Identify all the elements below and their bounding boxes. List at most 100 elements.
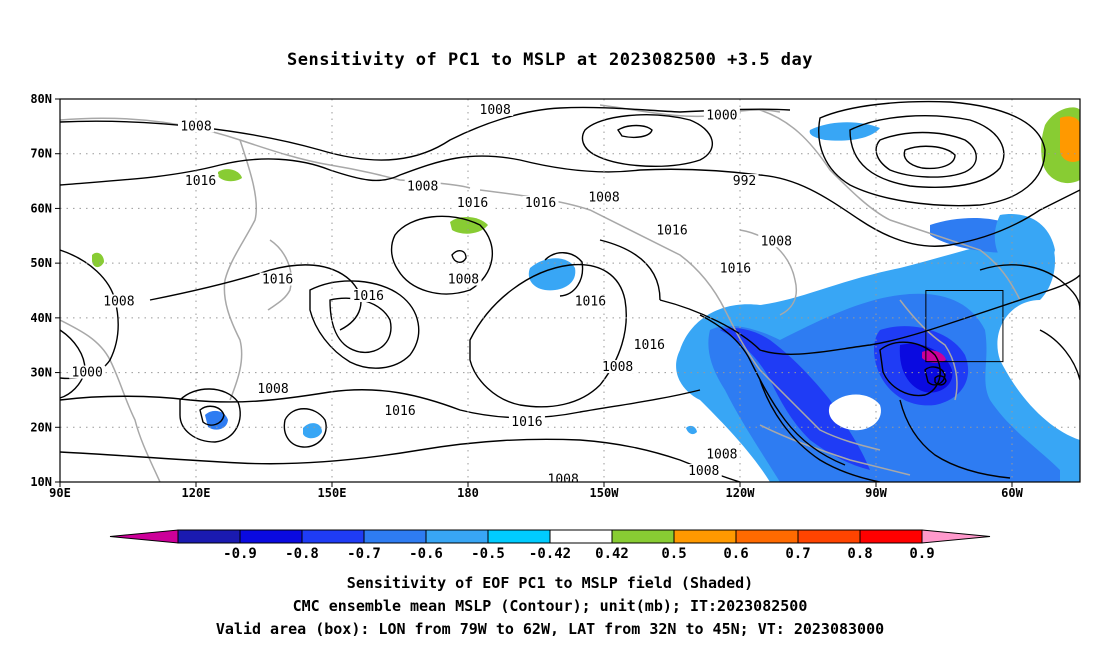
colorbar-segment — [177, 529, 241, 544]
lat-tick-label: 70N — [30, 147, 52, 161]
contour-label-bg — [454, 195, 491, 209]
shade-white-hole — [828, 394, 881, 431]
contour-label: 1016 — [575, 294, 606, 309]
contour-label: 1008 — [548, 472, 579, 487]
colorbar-segment — [363, 529, 427, 544]
lat-tick-label: 50N — [30, 256, 52, 270]
colorbar-label: -0.42 — [529, 546, 571, 562]
shade-magenta-core — [922, 350, 946, 363]
lat-tick-label: 40N — [30, 311, 52, 325]
contour-label: 1008 — [761, 234, 792, 249]
shade-blue-arctic — [809, 122, 880, 141]
shade-midblue-gulf — [708, 293, 1060, 482]
contour-label-bg — [445, 272, 482, 286]
contour-label: 1016 — [720, 262, 751, 277]
contour-label: 1008 — [180, 119, 211, 134]
contour-label: 1008 — [103, 294, 134, 309]
contour-label-bg — [758, 234, 795, 248]
contour-label-bg — [703, 108, 740, 122]
colorbar-segment — [301, 529, 365, 544]
shade-deepblue-mexico — [720, 328, 870, 470]
colorbar-segment — [673, 529, 737, 544]
contour-label-bg — [631, 338, 668, 352]
contour-label-bg — [730, 174, 759, 188]
shade-blue-westpac2 — [303, 423, 322, 439]
contour-label: 1016 — [634, 338, 665, 353]
colorbar-label: 0.8 — [847, 546, 872, 562]
contour-label-bg — [404, 179, 441, 193]
shade-green-aleutian — [450, 216, 488, 234]
contour-label: 1008 — [407, 180, 438, 195]
lon-tick-label: 60W — [1001, 486, 1023, 500]
contour-label: 1008 — [257, 382, 288, 397]
contour-label-bg — [259, 272, 296, 286]
colorbar-segment — [859, 529, 923, 544]
contour-label-bg — [178, 119, 214, 133]
contour-label-bg — [522, 195, 559, 209]
colorbar-segment — [549, 529, 613, 544]
shade-blue-labrador — [994, 214, 1055, 271]
contour-label: 1016 — [185, 174, 216, 189]
contour-label-bg — [350, 288, 387, 302]
colorbar-label: -0.7 — [347, 546, 381, 562]
lat-tick-label: 60N — [30, 201, 52, 215]
lon-tick-label: 150W — [590, 486, 620, 500]
contour-label-bg — [182, 174, 219, 188]
colorbar-label: 0.9 — [909, 546, 934, 562]
contour-label-bg — [545, 472, 582, 482]
caption-contour: CMC ensemble mean MSLP (Contour); unit(m… — [292, 597, 808, 615]
valid-area-box — [925, 290, 1004, 363]
contour-label-bg — [477, 102, 514, 116]
contour-label: 1016 — [525, 196, 556, 211]
colorbar-label: -0.8 — [285, 546, 319, 562]
contour-label-bg — [572, 294, 609, 308]
contour-label: 1016 — [384, 404, 415, 419]
shade-blue-small — [686, 425, 697, 435]
contour-label-bg — [685, 464, 722, 478]
contour-label-bg — [703, 447, 740, 461]
colorbar-segment — [239, 529, 303, 544]
contour-label-bg — [382, 403, 418, 417]
colorbar-label: 0.6 — [723, 546, 748, 562]
contour-label: 1000 — [706, 108, 737, 123]
lon-tick-label: 180 — [457, 486, 479, 500]
contour-label: 1016 — [457, 196, 488, 211]
grid-lines — [60, 99, 1080, 482]
colorbar: -0.9 -0.8 -0.7 -0.6 -0.5 -0.42 0.42 0.5 0.6 0.7 0.… — [109, 529, 991, 562]
contour-label: 1016 — [262, 273, 293, 288]
contour-label-bg — [255, 381, 292, 395]
contour-label: 1008 — [688, 464, 719, 479]
contour-label: 992 — [733, 174, 756, 189]
contour-label-bg — [654, 223, 690, 237]
lat-tick-label: 10N — [30, 475, 52, 489]
contour-label: 1008 — [588, 190, 619, 205]
caption-shaded: Sensitivity of EOF PC1 to MSLP field (Sh… — [346, 574, 754, 592]
caption-valid-area: Valid area (box): LON from 79W to 62W, L… — [215, 620, 885, 638]
contour-label: 1008 — [448, 273, 479, 288]
lat-tick-label: 30N — [30, 366, 52, 380]
axis-labels: 90E 120E 150E 180 150W 120W 90W 60W 80N 70N 60N 50N… — [30, 92, 1023, 500]
lon-tick-label: 120W — [726, 486, 756, 500]
colorbar-label: -0.5 — [471, 546, 505, 562]
colorbar-max-triangle — [921, 529, 991, 544]
contour-label: 1008 — [602, 360, 633, 375]
colorbar-label: 0.42 — [595, 546, 629, 562]
chart-title: Sensitivity of PC1 to MSLP at 2023082500… — [286, 50, 813, 70]
sensitivity-shading — [92, 107, 1080, 482]
colorbar-segment — [611, 529, 675, 544]
colorbar-label: 0.5 — [661, 546, 686, 562]
lon-tick-label: 120E — [182, 486, 211, 500]
contour-label: 1016 — [511, 415, 542, 430]
lon-tick-label: 90W — [865, 486, 887, 500]
shade-green-asia — [92, 252, 104, 268]
colorbar-segment — [797, 529, 861, 544]
contour-label: 1016 — [353, 289, 384, 304]
contour-label-bg — [599, 360, 636, 374]
lon-tick-label: 150E — [318, 486, 347, 500]
mslp-contours — [60, 100, 1080, 482]
contour-label-bg — [717, 261, 754, 275]
contour-label: 1008 — [480, 103, 511, 118]
map-frame — [59, 98, 1081, 483]
